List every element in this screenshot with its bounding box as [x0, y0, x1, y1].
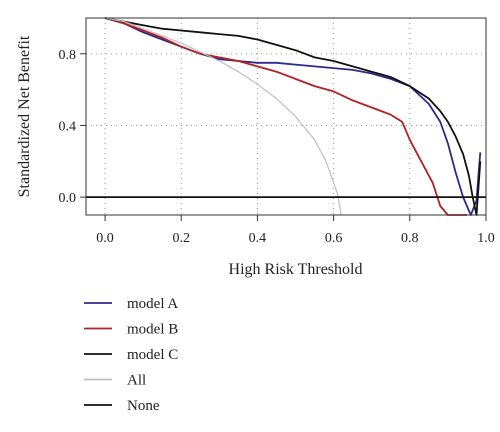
series-line-all	[104, 17, 342, 216]
legend-label-none: None	[127, 398, 160, 414]
series-line-model-a	[104, 17, 482, 216]
series-layer	[86, 17, 486, 216]
legend-label-model-b: model B	[127, 322, 178, 338]
legend: model A model B model C All None	[84, 296, 178, 414]
legend-label-model-a: model A	[127, 296, 178, 312]
y-tick-label-1: 0.4	[59, 119, 77, 134]
y-axis: 0.0 0.4 0.8	[59, 48, 86, 206]
x-tick-label-0: 0.0	[96, 231, 114, 246]
plot-frame	[85, 17, 487, 216]
x-axis-label: High Risk Threshold	[229, 261, 363, 278]
legend-label-model-c: model C	[127, 347, 178, 363]
x-tick-label-2: 0.4	[249, 231, 267, 246]
series-line-model-c	[104, 17, 482, 216]
series-line-model-b	[104, 17, 467, 216]
x-tick-label-5: 1.0	[477, 231, 495, 246]
x-tick-label-3: 0.6	[325, 231, 343, 246]
legend-label-all: All	[127, 373, 146, 389]
y-tick-label-2: 0.8	[59, 48, 77, 63]
x-tick-label-4: 0.8	[401, 231, 419, 246]
x-tick-label-1: 0.2	[172, 231, 190, 246]
y-axis-label: Standardized Net Benefit	[16, 35, 33, 197]
y-tick-label-0: 0.0	[59, 191, 77, 206]
x-axis: 0.0 0.2 0.4 0.6 0.8 1.0	[96, 215, 495, 246]
